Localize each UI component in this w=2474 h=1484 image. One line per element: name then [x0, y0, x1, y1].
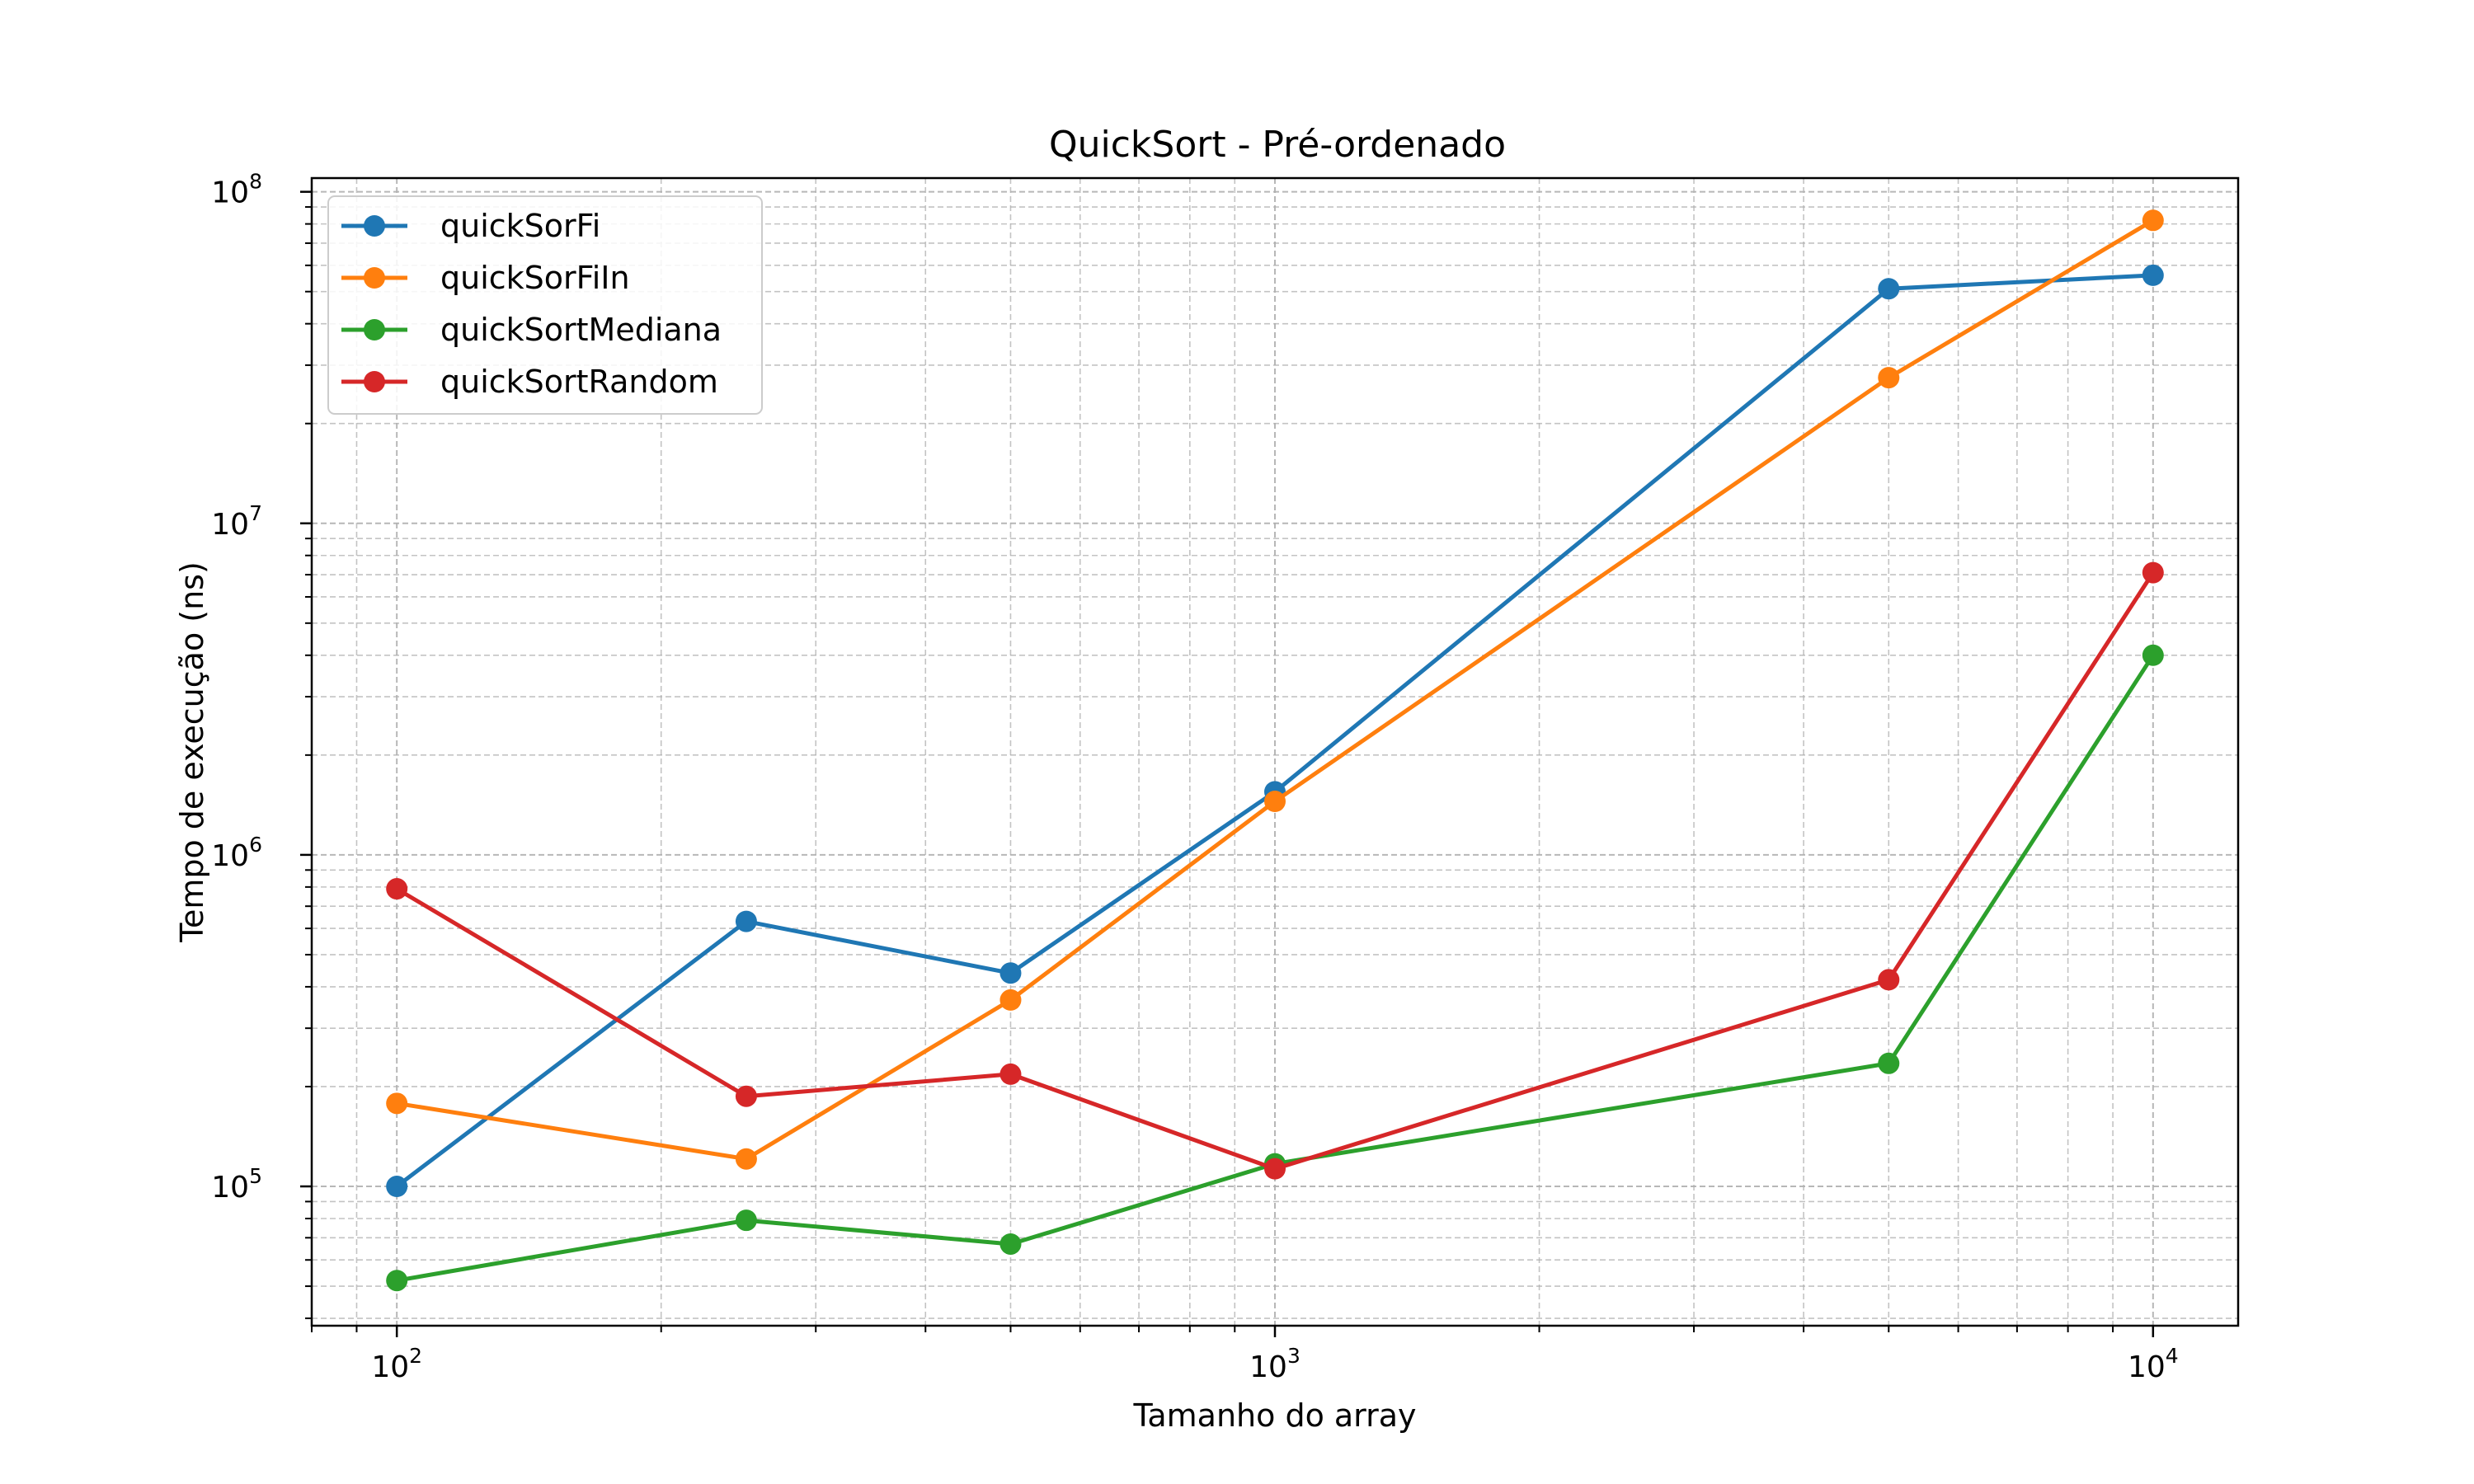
- chart-title: QuickSort - Pré-ordenado: [1049, 124, 1506, 166]
- series-line-quickSortRandom: [394, 571, 2156, 1172]
- series-line-quickSortMediana: [394, 653, 2156, 1283]
- data-point-quickSortMediana: [1878, 1052, 1900, 1074]
- data-point-quickSortRandom: [1878, 969, 1900, 991]
- series-line-quickSorFiIn: [394, 218, 2156, 1162]
- data-point-quickSorFi: [386, 1176, 408, 1198]
- series-line-quickSorFi: [394, 273, 2156, 1189]
- data-point-quickSorFiIn: [2142, 209, 2164, 232]
- series-quickSorFi: [386, 264, 2164, 1198]
- data-point-quickSorFiIn: [386, 1092, 408, 1115]
- x-tick-label: 104: [2128, 1344, 2179, 1384]
- series-quickSorFiIn: [386, 209, 2164, 1170]
- x-tick-label-exponent: 4: [2166, 1344, 2179, 1368]
- x-tick-label-exponent: 3: [1287, 1344, 1300, 1368]
- y-tick-label-base: 10: [211, 1171, 249, 1205]
- legend-label: quickSortMediana: [440, 312, 722, 348]
- data-point-quickSortRandom: [2142, 561, 2164, 584]
- legend-marker: [364, 319, 385, 340]
- x-tick-label-base: 10: [371, 1350, 409, 1384]
- data-point-quickSortMediana: [735, 1209, 757, 1232]
- data-point-quickSortRandom: [999, 1063, 1022, 1085]
- x-axis-label: Tamanho do array: [1132, 1397, 1416, 1434]
- y-tick-label-base: 10: [211, 176, 249, 210]
- legend-box: [327, 195, 763, 415]
- legend-label: quickSorFi: [440, 208, 600, 244]
- y-tick-label-base: 10: [211, 508, 249, 542]
- data-point-quickSorFiIn: [735, 1148, 757, 1170]
- series-layer: [386, 209, 2164, 1292]
- legend-item-quickSorFi: quickSorFi: [341, 208, 600, 244]
- y-tick-label-exponent: 5: [249, 1164, 262, 1188]
- y-axis-label: Tempo de execução (ns): [174, 561, 210, 943]
- y-tick-label: 107: [211, 501, 262, 542]
- data-point-quickSorFi: [1878, 278, 1900, 300]
- legend-label: quickSorFiIn: [440, 260, 630, 296]
- legend-label: quickSortRandom: [440, 364, 718, 400]
- data-point-quickSorFiIn: [999, 989, 1022, 1011]
- legend-marker: [364, 267, 385, 289]
- y-tick-label: 108: [211, 170, 262, 210]
- legend-item-quickSortRandom: quickSortRandom: [341, 364, 718, 400]
- legend-item-quickSorFiIn: quickSorFiIn: [341, 260, 630, 296]
- data-point-quickSorFi: [735, 910, 757, 932]
- data-point-quickSorFi: [999, 962, 1022, 984]
- x-tick-label: 103: [1249, 1344, 1300, 1384]
- legend: quickSorFi quickSorFiIn quickSortMediana qu…: [327, 195, 763, 415]
- data-point-quickSorFiIn: [1264, 791, 1286, 813]
- y-tick-label: 106: [211, 833, 262, 873]
- series-quickSortMediana: [386, 644, 2164, 1292]
- data-point-quickSortRandom: [386, 878, 408, 900]
- data-point-quickSortMediana: [999, 1233, 1022, 1255]
- series-quickSortRandom: [386, 561, 2164, 1180]
- data-point-quickSorFiIn: [1878, 367, 1900, 389]
- x-tick-label-base: 10: [1249, 1350, 1287, 1384]
- legend-marker: [364, 215, 385, 237]
- legend-item-quickSortMediana: quickSortMediana: [341, 312, 722, 348]
- x-tick-label: 102: [371, 1344, 422, 1384]
- y-tick-label-exponent: 8: [249, 170, 262, 194]
- data-point-quickSortRandom: [1264, 1158, 1286, 1180]
- data-point-quickSortMediana: [386, 1270, 408, 1292]
- data-point-quickSorFi: [2142, 264, 2164, 286]
- x-tick-label-exponent: 2: [409, 1344, 422, 1368]
- data-point-quickSortRandom: [735, 1085, 757, 1107]
- y-tick-label: 105: [211, 1164, 262, 1205]
- y-tick-label-exponent: 6: [249, 833, 262, 857]
- data-point-quickSortMediana: [2142, 644, 2164, 666]
- x-tick-label-base: 10: [2128, 1350, 2166, 1384]
- y-tick-label-exponent: 7: [249, 501, 262, 525]
- legend-marker: [364, 371, 385, 392]
- y-tick-label-base: 10: [211, 839, 249, 873]
